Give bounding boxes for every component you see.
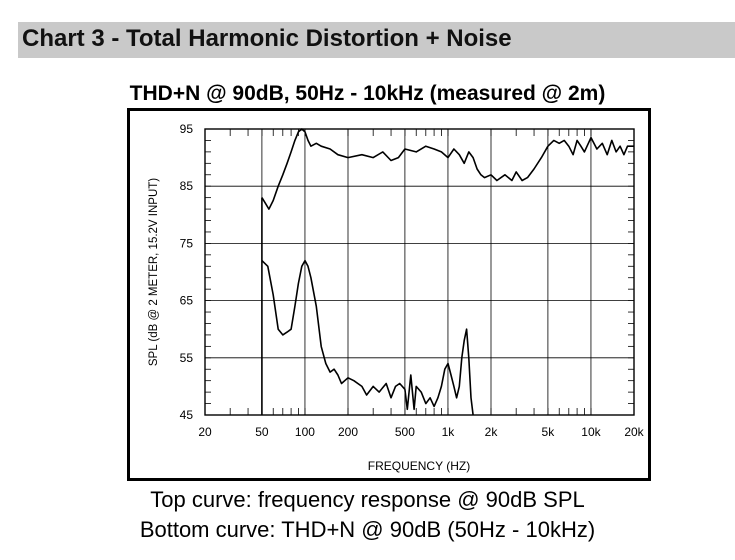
x-tick-labels: 20 50 100 200 500 1k 2k 5k 10k 20k (198, 425, 644, 439)
chart-plot: 20 50 100 200 500 1k 2k 5k 10k 20k 45 55 65 75 85 95 F… (148, 122, 645, 473)
y-tick-label: 55 (180, 351, 194, 365)
y-tick-label: 75 (180, 236, 194, 250)
x-tick-label: 200 (338, 425, 358, 439)
y-tick-label: 65 (180, 294, 194, 308)
x-axis-label: FREQUENCY (HZ) (368, 459, 470, 473)
x-tick-label: 50 (255, 425, 269, 439)
y-tick-labels: 45 55 65 75 85 95 (180, 122, 194, 422)
x-tick-label: 20k (624, 425, 644, 439)
chart-title: THD+N @ 90dB, 50Hz - 10kHz (measured @ 2… (129, 82, 606, 105)
frequency-response-curve (261, 128, 634, 210)
plot-border (204, 128, 635, 416)
y-tick-label: 45 (180, 408, 194, 422)
x-tick-label: 1k (442, 425, 456, 439)
x-tick-label: 20 (198, 425, 212, 439)
x-tick-label: 10k (581, 425, 601, 439)
x-tick-label: 5k (542, 425, 556, 439)
caption-bottom: Bottom curve: THD+N @ 90dB (50Hz - 10kHz… (139, 517, 596, 542)
caption-top: Top curve: frequency response @ 90dB SPL (150, 487, 585, 512)
thd-n-curve (261, 259, 474, 416)
x-tick-label: 2k (485, 425, 499, 439)
y-tick-label: 95 (180, 122, 194, 136)
y-tick-label: 85 (180, 179, 194, 193)
y-axis-label: SPL (dB @ 2 METER, 15.2V INPUT) (148, 178, 160, 366)
minor-ticks-layer (205, 128, 634, 416)
x-tick-label: 100 (295, 425, 315, 439)
x-tick-label: 500 (395, 425, 415, 439)
section-title: Chart 3 - Total Harmonic Distortion + No… (22, 25, 512, 52)
series-layer (261, 128, 634, 416)
chart-frame (127, 108, 651, 481)
section-banner (18, 22, 735, 58)
